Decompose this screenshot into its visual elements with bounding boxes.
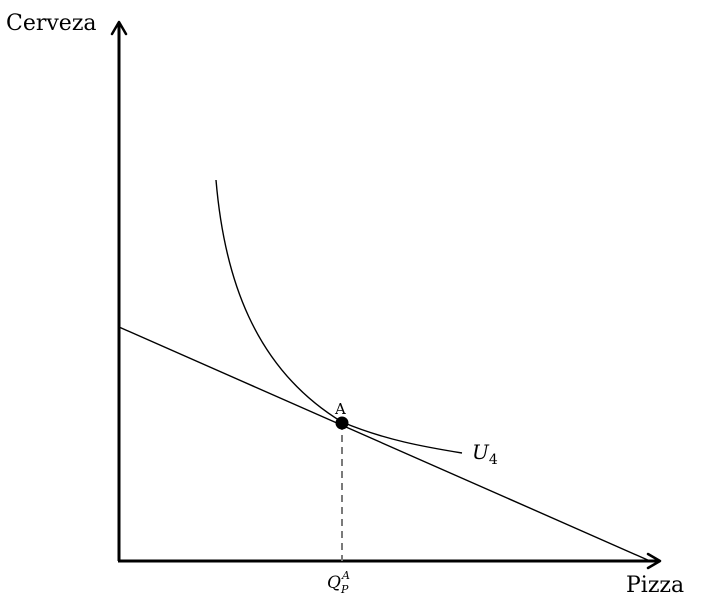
budget-line <box>118 326 651 562</box>
point-a-label: A <box>334 400 346 418</box>
y-axis-arrowhead <box>110 20 128 36</box>
x-axis-arrowhead <box>646 552 662 570</box>
tick-label-letter: Q <box>327 573 341 593</box>
tick-label-qpa: QA P <box>327 569 350 596</box>
x-axis-label: Pizza <box>626 573 684 598</box>
tangency-point-a <box>335 416 349 430</box>
indifference-curve-u4 <box>215 179 463 454</box>
y-axis-label: Cerveza <box>6 11 97 36</box>
curve-label-letter: U <box>472 440 490 464</box>
curve-label-subscript: 4 <box>489 452 498 468</box>
curve-label-u4: U4 <box>472 440 498 468</box>
tick-label-superscript: A <box>341 569 350 582</box>
tick-label-subscript: P <box>340 583 349 596</box>
